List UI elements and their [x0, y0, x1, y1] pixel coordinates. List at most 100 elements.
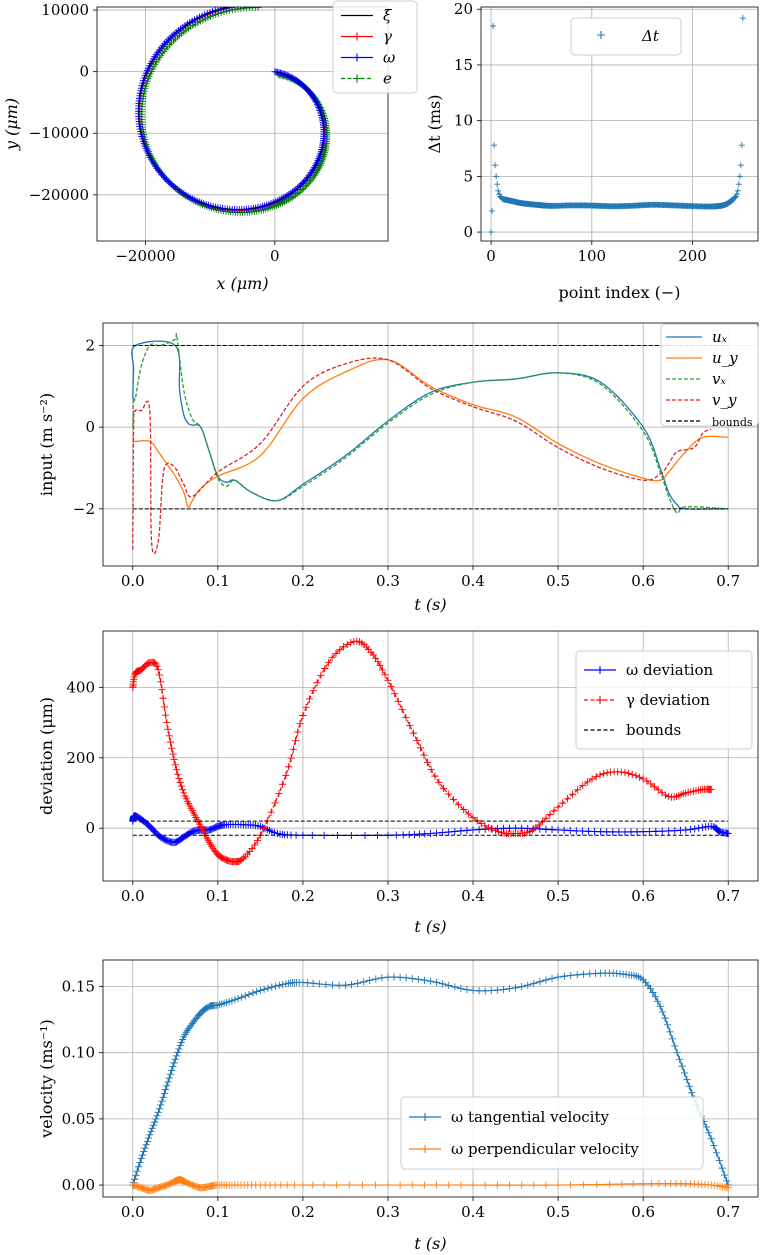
- legend-label: bounds: [712, 416, 753, 429]
- x-tick-label: 0.7: [716, 1203, 740, 1221]
- legend-label: u_y: [712, 349, 738, 367]
- xi-line: [138, 7, 325, 210]
- x-axis-label: point index (−): [559, 283, 681, 302]
- legend-label: bounds: [626, 721, 681, 739]
- y-tick-label: 15: [454, 56, 473, 74]
- plot-area: [131, 332, 729, 555]
- input-line-0: [131, 340, 729, 510]
- legend-label: ω: [383, 49, 395, 67]
- legend-frame: [570, 17, 682, 56]
- x-tick-label: 0.1: [206, 1203, 230, 1221]
- axes-frame: [480, 6, 759, 242]
- legend: ω tangential velocity ω perpendicular vel…: [400, 1096, 704, 1170]
- input-line-3: [132, 357, 712, 555]
- legend-frame: [332, 0, 418, 94]
- plot-area: [129, 637, 732, 866]
- y-tick-label: 10000: [41, 1, 89, 19]
- dt-band: [502, 196, 735, 210]
- y-tick-label: 10: [454, 112, 473, 130]
- legend-marker: [596, 666, 604, 674]
- axes-frame: [102, 630, 759, 882]
- legend-frame: [575, 650, 753, 750]
- plot-area: [488, 15, 746, 236]
- x-axis-label: t (s): [414, 595, 446, 614]
- x-tick-label: 0.3: [376, 572, 400, 590]
- x-axis-label: t (s): [414, 917, 446, 936]
- x-tick-label: 0.7: [716, 887, 740, 905]
- x-tick-label: 0.6: [631, 887, 655, 905]
- dt-markers: [488, 15, 746, 236]
- y-tick-label: −20000: [29, 186, 89, 204]
- x-tick-label: 0.6: [631, 572, 655, 590]
- axes-frame: [96, 6, 389, 242]
- y-tick-label: 400: [66, 678, 95, 696]
- y-tick-label: 0.10: [62, 1044, 95, 1062]
- x-tick-label: 0.0: [121, 1203, 145, 1221]
- legend-label: e: [383, 70, 392, 88]
- x-tick-label: 0: [486, 247, 496, 265]
- legend-marker: [353, 32, 361, 41]
- legend-label: ω perpendicular velocity: [451, 1140, 639, 1158]
- input-line-1: [132, 358, 729, 508]
- x-tick-label: 0.6: [631, 1203, 655, 1221]
- axes-frame: [102, 322, 759, 567]
- y-tick-label: 200: [66, 749, 95, 767]
- x-tick-label: 0.4: [461, 572, 485, 590]
- y-tick-label: −2: [73, 500, 95, 518]
- x-tick-label: 0.2: [291, 572, 315, 590]
- y-tick-label: 0.15: [62, 977, 95, 995]
- y-tick-label: 0: [463, 223, 473, 241]
- x-axis-label: x (μm): [216, 274, 268, 293]
- y-axis-label: y (μm): [2, 98, 21, 151]
- legend: ω deviation γ deviation bounds: [575, 650, 753, 750]
- y-axis-label: deviation (μm): [37, 697, 56, 815]
- deviation-markers-0: [129, 812, 732, 847]
- x-tick-label: 0.2: [291, 1203, 315, 1221]
- x-tick-label: 200: [678, 247, 707, 265]
- x-tick-label: 0.5: [546, 1203, 570, 1221]
- x-tick-label: 0: [270, 247, 280, 265]
- x-tick-label: 0.5: [546, 887, 570, 905]
- y-axis-label: velocity (ms⁻¹): [37, 1019, 56, 1139]
- x-tick-label: 0.4: [461, 1203, 485, 1221]
- legend-label: uₓ: [712, 328, 728, 346]
- y-tick-label: 20: [454, 0, 473, 18]
- x-tick-label: 0.1: [206, 887, 230, 905]
- velocity-markers-1: [129, 1176, 732, 1194]
- legend-marker: [421, 1145, 429, 1153]
- legend-label: ω deviation: [626, 661, 714, 679]
- x-tick-label: 0.7: [716, 572, 740, 590]
- legend-label: Δt: [641, 27, 660, 45]
- x-tick-label: 0.3: [376, 887, 400, 905]
- legend-label: γ deviation: [626, 691, 710, 709]
- x-tick-label: −20000: [115, 247, 175, 265]
- legend-marker: [353, 74, 361, 83]
- y-tick-label: −10000: [29, 124, 89, 142]
- legend-label: ω tangential velocity: [451, 1108, 610, 1126]
- x-axis-label: t (s): [414, 1234, 446, 1253]
- plot-area: [129, 969, 732, 1194]
- x-tick-label: 0.0: [121, 887, 145, 905]
- legend-marker: [597, 31, 605, 39]
- input-line-2: [132, 332, 729, 514]
- legend: Δt: [570, 17, 682, 56]
- axes-frame: [102, 959, 759, 1198]
- y-tick-label: 0: [85, 819, 95, 837]
- plot-area: [135, 7, 331, 216]
- y-axis-label: Δt (ms): [425, 95, 444, 154]
- legend-label: vₓ: [712, 370, 726, 388]
- legend-marker: [421, 1113, 429, 1121]
- x-tick-label: 0.1: [206, 572, 230, 590]
- x-tick-label: 0.3: [376, 1203, 400, 1221]
- x-tick-label: 0.0: [121, 572, 145, 590]
- x-tick-label: 0.2: [291, 887, 315, 905]
- y-tick-label: 0.00: [62, 1176, 95, 1194]
- legend-marker: [596, 696, 604, 704]
- deviation-markers-1: [129, 637, 715, 866]
- x-tick-label: 100: [577, 247, 606, 265]
- y-tick-label: 2: [85, 336, 95, 354]
- y-axis-label: input (m s⁻²): [37, 393, 56, 496]
